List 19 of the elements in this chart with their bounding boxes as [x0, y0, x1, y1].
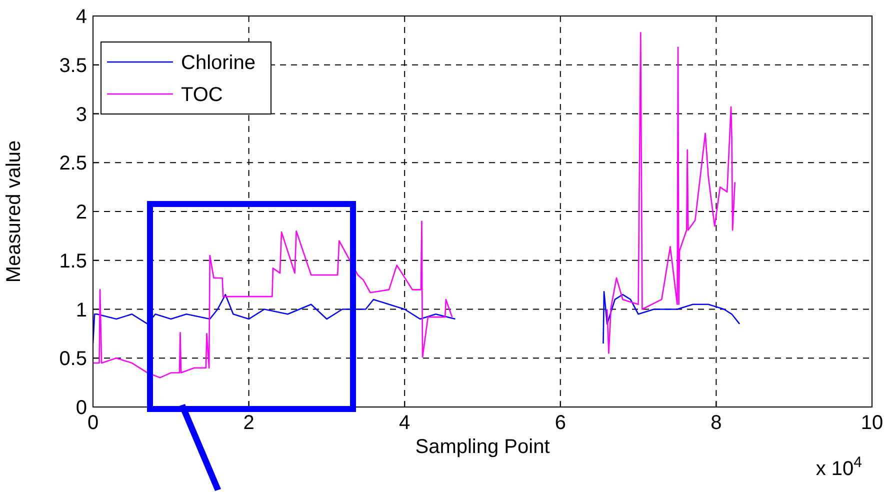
x-tick-label: 8: [710, 412, 722, 434]
y-tick-label: 4: [76, 6, 87, 28]
x-tick-label: 10: [860, 412, 884, 434]
y-tick-label: 2: [76, 202, 87, 224]
x-tick-label: 4: [399, 412, 410, 434]
y-tick-label: 1: [76, 299, 87, 322]
legend-label: TOC: [181, 84, 223, 106]
x-tick-label: 6: [554, 412, 566, 434]
y-tick-label: 0.5: [59, 348, 87, 370]
y-axis-title: Measured value: [3, 140, 26, 283]
y-tick-label: 3: [76, 104, 87, 126]
y-tick-label: 1.5: [59, 250, 87, 272]
y-tick-label: 2.5: [59, 152, 87, 175]
legend-label: Chlorine: [181, 52, 256, 74]
text: x 10$^{4}$: [816, 454, 862, 480]
y-tick-label: 0: [76, 397, 87, 420]
y-tick-label: 3.5: [59, 54, 87, 77]
x-axis-title: Sampling Point: [415, 436, 550, 458]
x-tick-label: 2: [243, 412, 254, 434]
